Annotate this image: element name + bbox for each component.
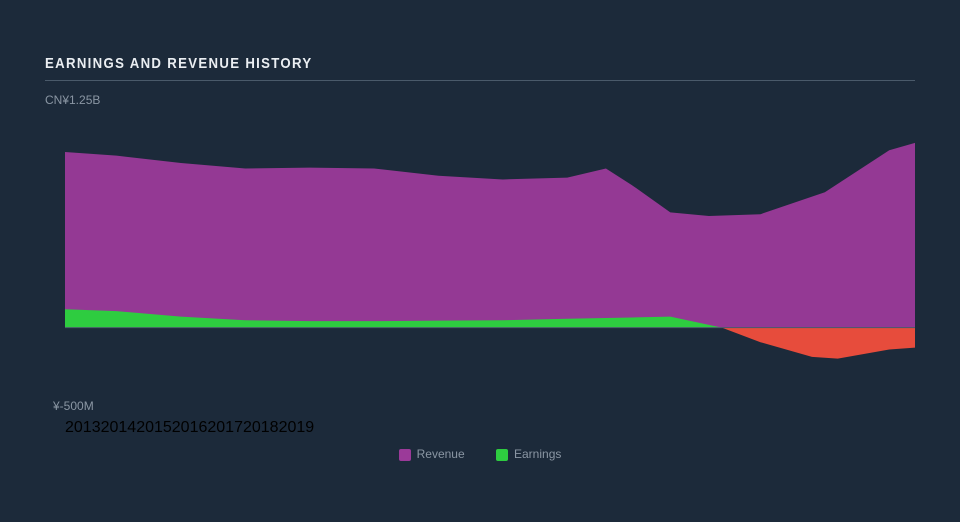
legend-item-revenue: Revenue <box>399 447 465 461</box>
y-axis-bottom-label: ¥-500M <box>53 399 94 413</box>
legend-label-earnings: Earnings <box>514 447 561 461</box>
earnings-swatch <box>496 449 508 461</box>
x-tick-label: 2017 <box>207 419 243 436</box>
x-tick-label: 2013 <box>65 419 101 436</box>
x-tick-label: 2018 <box>243 419 279 436</box>
chart-legend: Revenue Earnings <box>30 447 930 461</box>
x-tick-label: 2015 <box>136 419 172 436</box>
x-tick-label: 2014 <box>101 419 137 436</box>
revenue-swatch <box>399 449 411 461</box>
x-tick-label: 2016 <box>172 419 208 436</box>
legend-item-earnings: Earnings <box>496 447 561 461</box>
chart-area: CN¥1.25B 2013201420152016201720182019 ¥-… <box>45 99 915 435</box>
area-chart-plot <box>65 99 915 419</box>
chart-title: EARNINGS AND REVENUE HISTORY <box>45 55 824 72</box>
legend-label-revenue: Revenue <box>417 447 465 461</box>
title-rule <box>45 80 915 81</box>
x-axis-labels: 2013201420152016201720182019 <box>65 419 915 435</box>
x-tick-label: 2019 <box>279 419 315 436</box>
y-axis-top-label: CN¥1.25B <box>45 93 100 107</box>
